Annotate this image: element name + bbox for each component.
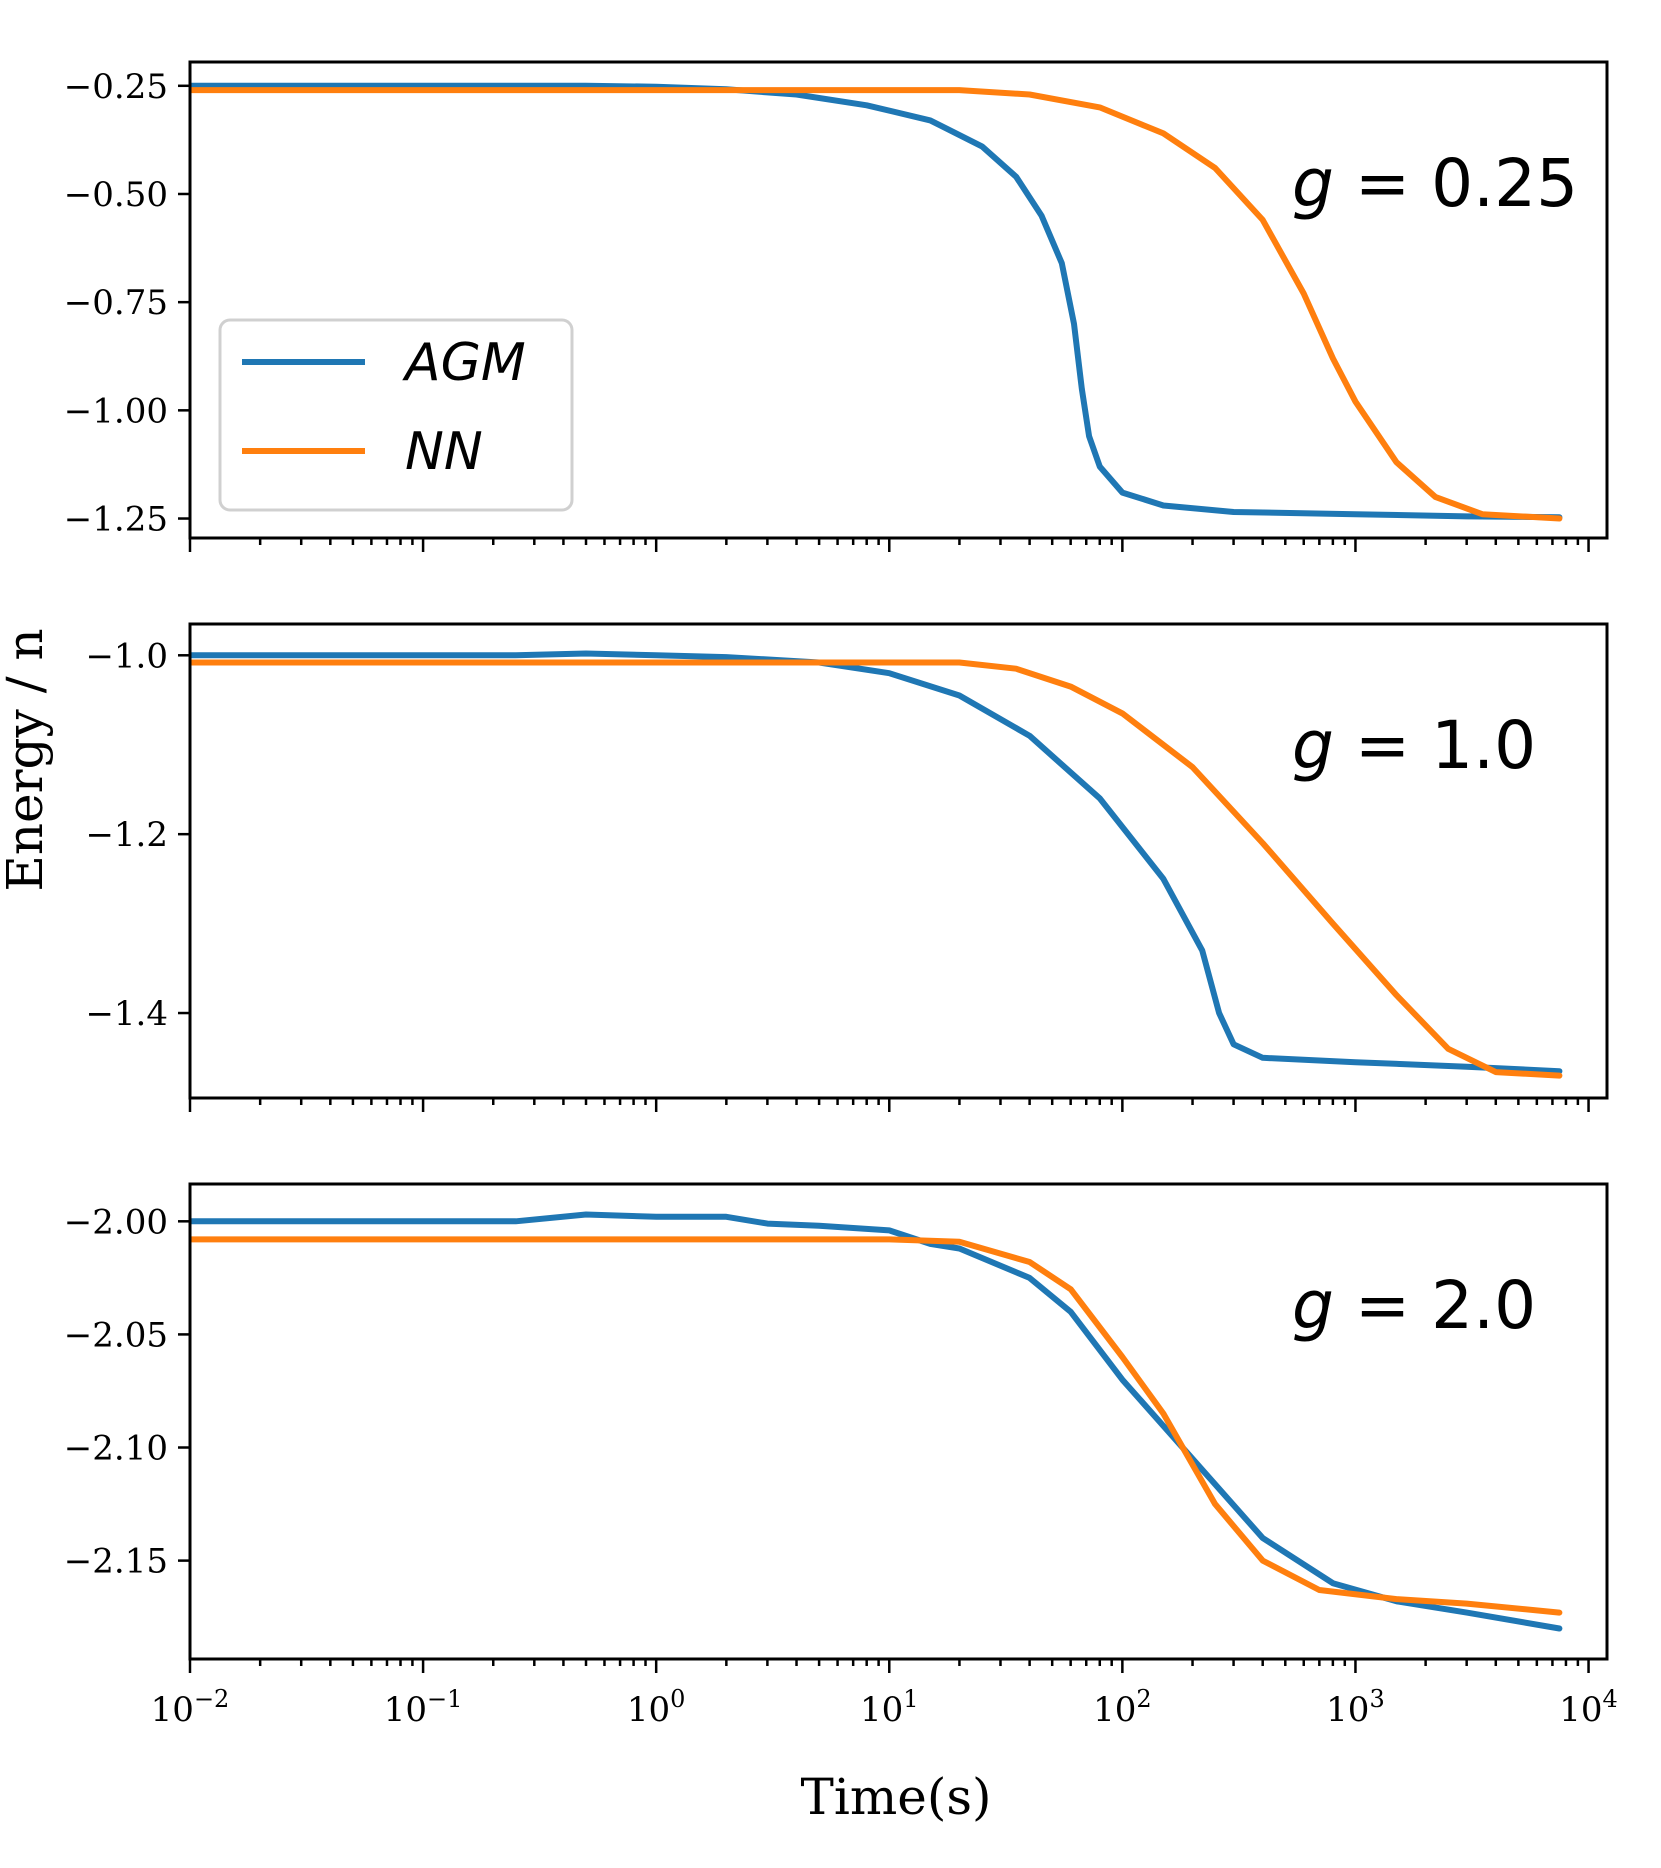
x-axis-label: Time(s) (800, 1768, 991, 1826)
x-tick-label: 104 (1559, 1685, 1618, 1730)
x-tick-label: 102 (1093, 1685, 1152, 1730)
x-tick-label: 10−2 (151, 1685, 230, 1730)
x-tick-base: 10 (1559, 1690, 1602, 1730)
annotation-symbol: g (1292, 1267, 1334, 1344)
x-tick-base: 10 (1093, 1690, 1136, 1730)
legend: AGM NN (218, 318, 574, 512)
series-nn-line (190, 659, 1563, 1079)
x-tick-base: 10 (384, 1690, 427, 1730)
y-tick-label: −1.4 (85, 994, 168, 1034)
series-nn-line (190, 1236, 1563, 1616)
y-tick-label: −0.25 (64, 67, 168, 107)
x-tick-exponent: 4 (1603, 1685, 1618, 1713)
legend-frame (218, 318, 574, 512)
panel-annotation: g = 0.25 (1292, 145, 1578, 222)
y-tick-label: −0.50 (64, 175, 168, 215)
x-tick-base: 10 (1326, 1690, 1369, 1730)
panel-annotation: g = 2.0 (1292, 1267, 1536, 1344)
x-tick-exponent: −1 (427, 1685, 462, 1713)
legend-label-agm: AGM (402, 333, 526, 393)
x-tick-base: 10 (151, 1690, 194, 1730)
panel-g-1.0: −1.0 −1.2 −1.4 g = 1.0 (85, 622, 1609, 1112)
x-tick-label: 101 (860, 1685, 919, 1730)
panel-g-2.0: −2.00−2.05−2.10−2.15g = 2.010−2 10−1 100 10… (64, 1182, 1618, 1730)
panel-annotation: g = 1.0 (1292, 707, 1536, 784)
x-tick-exponent: −2 (194, 1685, 229, 1713)
series-agm-line (190, 1211, 1563, 1632)
axes-frame (188, 1182, 1609, 1661)
y-tick-label: −2.10 (64, 1429, 168, 1469)
annotation-symbol: g (1292, 707, 1334, 784)
y-tick-label: −2.00 (64, 1202, 168, 1242)
legend-label-nn: NN (405, 422, 483, 482)
series-agm-line (190, 650, 1563, 1075)
x-tick-label: 10−1 (384, 1685, 463, 1730)
x-tick-exponent: 0 (670, 1685, 685, 1713)
y-axis-label: Energy / n (0, 628, 54, 891)
annotation-value: = 1.0 (1334, 707, 1536, 784)
series-nn-line (190, 87, 1563, 522)
y-tick-label: −1.25 (64, 500, 168, 540)
y-tick-label: −1.2 (85, 815, 168, 855)
axes-frame (188, 622, 1609, 1100)
y-tick-label: −1.0 (85, 636, 168, 676)
y-tick-label: −0.75 (64, 283, 168, 323)
panel-g-0.25: −0.25 −0.50 −0.75 −1.00 −1.25 g = 0.25 (64, 60, 1609, 552)
axes-frame (188, 60, 1609, 540)
x-tick-exponent: 1 (903, 1685, 918, 1713)
x-tick-base: 10 (860, 1690, 903, 1730)
y-tick-label: −1.00 (64, 391, 168, 431)
annotation-value: = 2.0 (1334, 1267, 1536, 1344)
x-tick-label: 103 (1326, 1685, 1385, 1730)
x-tick-exponent: 3 (1369, 1685, 1384, 1713)
x-tick-exponent: 2 (1136, 1685, 1151, 1713)
annotation-value: = 0.25 (1334, 145, 1578, 222)
x-tick-base: 10 (627, 1690, 670, 1730)
y-tick-label: −2.05 (64, 1315, 168, 1355)
annotation-symbol: g (1292, 145, 1334, 222)
x-tick-label: 100 (627, 1685, 686, 1730)
y-tick-label: −2.15 (64, 1542, 168, 1582)
